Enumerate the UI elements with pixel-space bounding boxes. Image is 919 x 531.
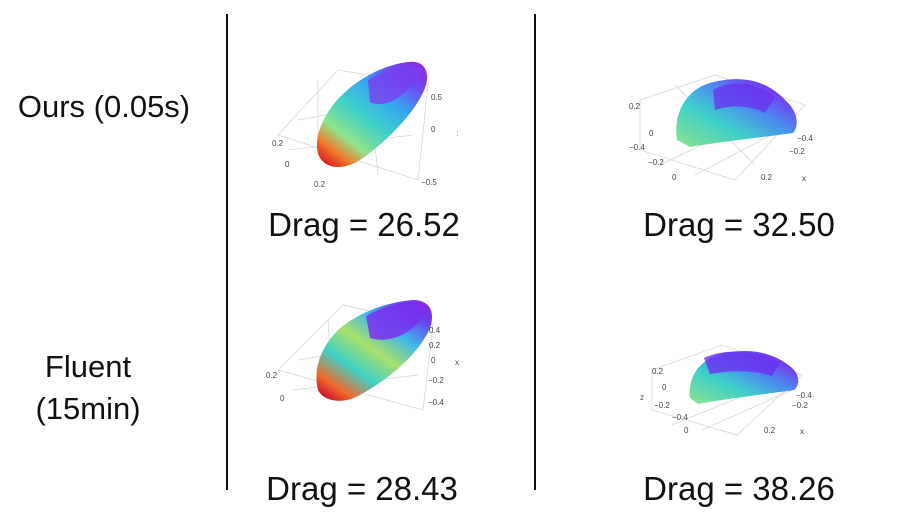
tick-label: −0.2	[792, 401, 808, 410]
tick-label: 0	[672, 173, 677, 182]
row-label-fluent-line1: Fluent	[44, 349, 132, 384]
tick-label: −0.4	[629, 143, 645, 152]
tick-label: 0.2	[429, 341, 441, 350]
row-label-fluent-line2: (15min)	[35, 391, 141, 426]
tick-label: 0.5	[431, 93, 443, 102]
tick-label: 0.4	[429, 326, 441, 335]
axis-label-x: x	[800, 427, 804, 436]
tick-label: 0	[285, 160, 290, 169]
tick-label: 0	[649, 129, 654, 138]
car-roof	[366, 302, 428, 340]
tick-label: −0.5	[421, 178, 437, 187]
tick-label: −0.2	[654, 401, 670, 410]
car-plot-fluent-view1: 0.4 0.2 0 x −0.2 −0.4 0.2 0	[266, 300, 459, 411]
row-label-fluent: Fluent (15min)	[0, 346, 176, 430]
drag-value-ours-view2: Drag = 32.50	[643, 206, 835, 243]
tick-label: −0.2	[428, 376, 444, 385]
axis-label-x: x	[457, 129, 458, 138]
divider-right	[534, 14, 536, 490]
car-roof	[368, 66, 423, 105]
axis-label-x: x	[802, 174, 806, 183]
tick-label: 0	[684, 426, 689, 435]
tick-label: 0	[431, 356, 436, 365]
divider-left	[226, 14, 228, 490]
tick-label: −0.2	[789, 147, 805, 156]
tick-label: 0.2	[314, 180, 326, 189]
car-plot-ours-view1: 0.5 0 x −0.5 0.2 0 0.2	[272, 61, 458, 189]
tick-label: 0	[280, 394, 285, 403]
tick-label: 0.2	[652, 367, 664, 376]
tick-label: −0.4	[796, 391, 812, 400]
tick-label: 0	[431, 125, 436, 134]
tick-label: 0.2	[266, 371, 278, 380]
axis-label-z: z	[640, 393, 644, 402]
row-label-ours-text: Ours (0.05s)	[17, 89, 191, 124]
car-plot-fluent-view2: 0.2 0 z −0.2 −0.4 0 0.2 −0.2 −0.4 x	[640, 344, 812, 436]
tick-label: 0	[662, 383, 667, 392]
tick-label: 0.2	[764, 426, 776, 435]
drag-value-ours-view1: Drag = 26.52	[268, 206, 460, 243]
tick-label: −0.4	[428, 398, 444, 407]
tick-label: −0.4	[672, 413, 688, 422]
car-windows	[713, 83, 775, 113]
car-windows	[704, 351, 780, 376]
tick-label: −0.4	[797, 134, 813, 143]
drag-value-fluent-view1: Drag = 28.43	[266, 470, 458, 507]
axis-label-x: x	[455, 358, 459, 367]
tick-label: 0.2	[761, 173, 773, 182]
tick-label: 0.2	[629, 102, 641, 111]
drag-value-fluent-view2: Drag = 38.26	[643, 470, 835, 507]
row-label-ours: Ours (0.05s)	[0, 86, 208, 128]
tick-label: 0.2	[272, 139, 284, 148]
car-plot-ours-view2: 0.2 0 −0.2 −0.4 0 0.2 −0.2 −0.4 x	[629, 74, 813, 183]
tick-label: −0.2	[648, 158, 664, 167]
